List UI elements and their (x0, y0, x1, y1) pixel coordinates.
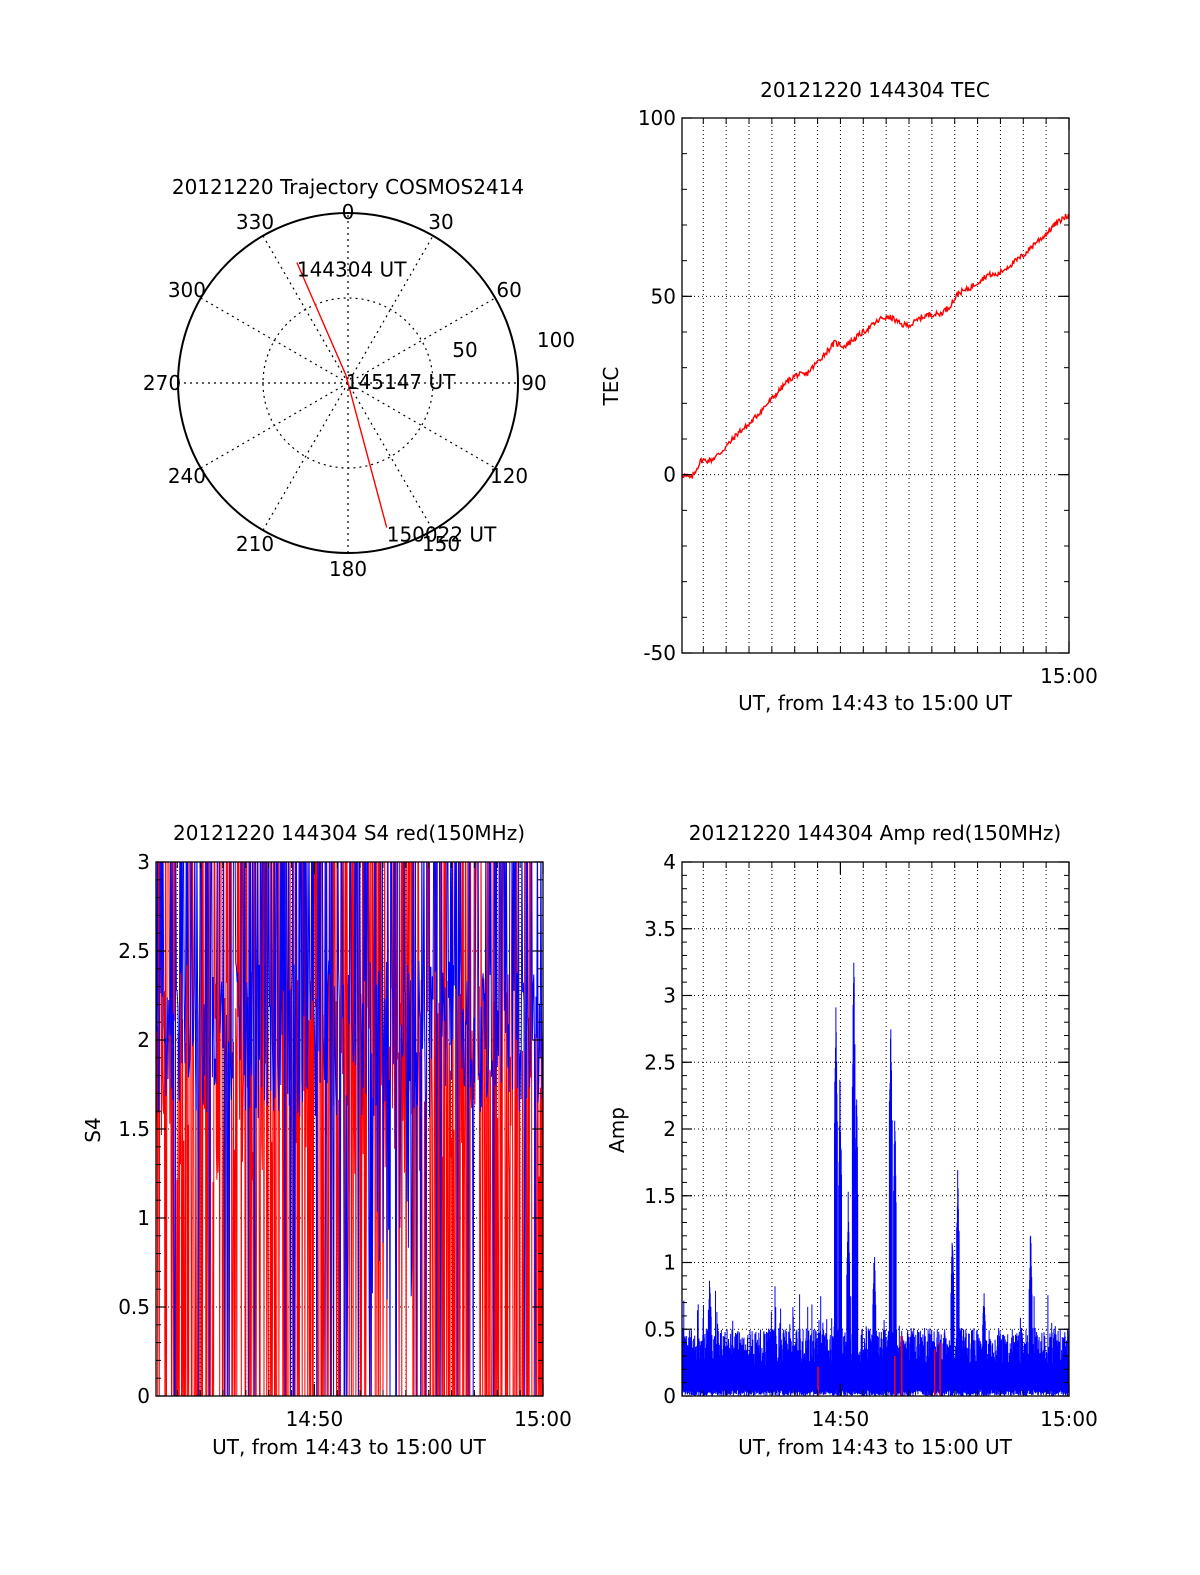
trajectory-azimuth-tick-label: 0 (342, 200, 355, 224)
amp-y-tick-label: 0.5 (644, 1317, 676, 1341)
s4-y-tick-label: 2 (137, 1028, 150, 1052)
trajectory-azimuth-tick-label: 90 (521, 371, 546, 395)
s4-panel: 20121220 144304 S4 red(150MHz) 0 0.5 1 1.5 2… (81, 821, 572, 1459)
tec-y-tick-label: 100 (638, 106, 676, 130)
trajectory-time-label: 144304 UT (297, 258, 407, 282)
trajectory-radial-tick-label: 100 (537, 328, 575, 352)
amp-x-tick-label: 14:50 (812, 1407, 870, 1431)
s4-x-tick-label: 14:50 (286, 1407, 344, 1431)
amp-y-tick-label: 1.5 (644, 1184, 676, 1208)
trajectory-time-label: 145147 UT (346, 370, 456, 394)
trajectory-azimuth-tick-label: 300 (168, 278, 206, 302)
amp-x-axis-label: UT, from 14:43 to 15:00 UT (738, 1435, 1013, 1459)
trajectory-radial-tick-label: 50 (452, 338, 477, 362)
trajectory-azimuth-tick-label: 120 (490, 464, 528, 488)
trajectory-radial-labels: 50 100 (452, 328, 575, 362)
s4-y-tick-label: 3 (137, 850, 150, 874)
trajectory-azimuth-tick-label: 150 (422, 532, 460, 556)
trajectory-title: 20121220 Trajectory COSMOS2414 (172, 175, 524, 199)
tec-x-tick-label: 15:00 (1040, 664, 1098, 688)
trajectory-track: 144304 UT 145147 UT 150022 UT (296, 258, 497, 547)
trajectory-azimuth-labels: 0 30 60 90 120 150 180 210 240 270 300 330 (143, 200, 547, 581)
amp-y-tick-label: 3 (663, 984, 676, 1008)
amp-y-tick-label: 0 (663, 1384, 676, 1408)
s4-x-tick-label: 15:00 (514, 1407, 572, 1431)
tec-panel: 20121220 144304 TEC -50 0 50 100 15:00 UT, f… (599, 78, 1098, 715)
s4-y-tick-label: 1.5 (118, 1117, 150, 1141)
tec-y-tick-label: 0 (663, 463, 676, 487)
trajectory-azimuth-tick-label: 240 (168, 464, 206, 488)
amp-y-axis-label: Amp (605, 1107, 629, 1153)
s4-y-tick-label: 1 (137, 1206, 150, 1230)
trajectory-time-label: 150022 UT (387, 523, 497, 547)
trajectory-azimuth-tick-label: 180 (329, 557, 367, 581)
amp-title: 20121220 144304 Amp red(150MHz) (689, 821, 1061, 845)
trajectory-azimuth-tick-label: 210 (236, 532, 274, 556)
s4-series-blue (156, 862, 543, 1396)
tec-title: 20121220 144304 TEC (760, 78, 990, 102)
amp-plot-area: 0 0.5 1 1.5 2 2.5 3 3.5 4 14:50 15:00 (644, 850, 1098, 1431)
amp-y-tick-label: 2.5 (644, 1050, 676, 1074)
s4-title: 20121220 144304 S4 red(150MHz) (173, 821, 525, 845)
s4-x-axis-label: UT, from 14:43 to 15:00 UT (212, 1435, 487, 1459)
amp-y-tick-label: 1 (663, 1251, 676, 1275)
trajectory-path (296, 262, 388, 528)
trajectory-azimuth-tick-label: 60 (496, 278, 521, 302)
tec-y-tick-label: 50 (651, 284, 676, 308)
amp-y-tick-label: 3.5 (644, 917, 676, 941)
s4-plot-area: 0 0.5 1 1.5 2 2.5 3 14:50 15:00 (118, 850, 572, 1431)
trajectory-panel: 20121220 Trajectory COSMOS2414 0 30 60 90 12… (143, 175, 575, 581)
s4-y-axis-label: S4 (81, 1117, 105, 1142)
amp-y-tick-label: 4 (663, 850, 676, 874)
amp-panel: 20121220 144304 Amp red(150MHz) 0 0.5 1 1.5… (605, 821, 1098, 1459)
trajectory-azimuth-tick-label: 30 (428, 210, 453, 234)
tec-axes-frame (681, 117, 1070, 654)
tec-y-axis-label: TEC (599, 367, 623, 407)
tec-y-tick-label: -50 (643, 641, 676, 665)
tec-x-axis-label: UT, from 14:43 to 15:00 UT (738, 691, 1013, 715)
trajectory-azimuth-tick-label: 330 (236, 210, 274, 234)
s4-y-tick-label: 2.5 (118, 939, 150, 963)
amp-y-tick-label: 2 (663, 1117, 676, 1141)
tec-series-line (681, 213, 1070, 480)
s4-y-tick-label: 0.5 (118, 1295, 150, 1319)
trajectory-outer-ring (177, 212, 519, 554)
tec-plot-area: -50 0 50 100 15:00 (638, 106, 1098, 688)
trajectory-azimuth-tick-label: 270 (143, 371, 181, 395)
s4-y-tick-label: 0 (137, 1384, 150, 1408)
amp-x-tick-label: 15:00 (1040, 1407, 1098, 1431)
